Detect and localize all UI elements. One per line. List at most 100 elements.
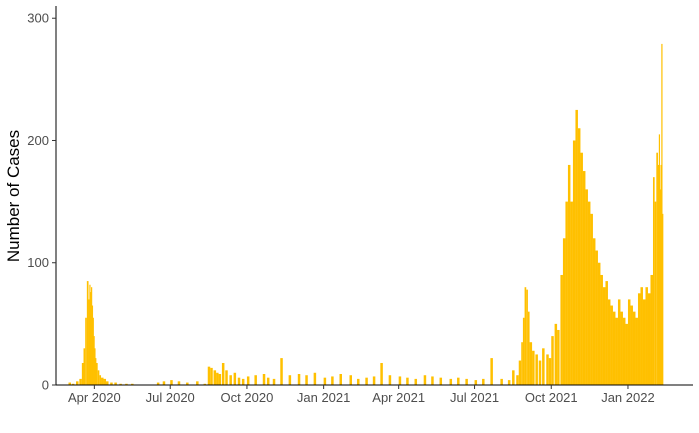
case-bar (218, 373, 222, 385)
y-tick-label: 200 (27, 133, 49, 148)
case-bar (575, 109, 578, 385)
y-tick-label: 100 (27, 255, 49, 270)
case-bar (585, 189, 588, 385)
case-bar (106, 381, 109, 385)
case-bar (380, 362, 383, 385)
case-bar (423, 375, 427, 385)
case-bar (620, 311, 623, 385)
case-bar (101, 377, 104, 385)
case-bar (76, 381, 79, 385)
case-bar (526, 289, 528, 385)
case-bar (313, 372, 317, 385)
case-bar (297, 373, 301, 385)
case-bar (162, 381, 166, 385)
case-bar (548, 358, 552, 385)
case-bar (560, 274, 563, 385)
case-bar (610, 305, 613, 385)
case-bar (288, 375, 292, 385)
case-bar (482, 378, 485, 385)
case-bar (186, 382, 189, 385)
case-bar (88, 299, 90, 385)
case-bar (512, 370, 515, 385)
case-bar (305, 375, 308, 385)
case-bar (229, 375, 232, 385)
case-bar (557, 329, 560, 385)
case-bar (95, 358, 97, 385)
case-bar (612, 311, 616, 385)
case-bar (602, 287, 606, 385)
case-bar (262, 373, 266, 385)
case-bar (221, 362, 225, 385)
case-bar (68, 382, 72, 385)
case-bar (225, 370, 228, 385)
case-bar (562, 238, 566, 385)
y-axis-ticks: 0 100 200 300 (27, 11, 56, 393)
case-bar (600, 274, 603, 385)
case-bar (90, 292, 92, 385)
case-bar (580, 152, 583, 385)
case-bar (280, 358, 283, 385)
case-bar (156, 382, 160, 385)
case-bar (323, 377, 327, 385)
case-bar (439, 377, 443, 385)
case-bar (632, 311, 636, 385)
x-axis-ticks: Apr 2020 Jul 2020 Oct 2020 Jan 2021 Apr 2021… (68, 385, 655, 405)
case-bar (474, 380, 478, 385)
case-bar (272, 378, 276, 385)
case-bar (554, 323, 558, 385)
x-tick-label: Jul 2021 (450, 390, 499, 405)
case-bar (527, 311, 530, 385)
case-bar (99, 375, 102, 385)
case-bar (170, 380, 173, 385)
case-bar (592, 238, 596, 385)
case-bar (213, 370, 217, 385)
case-bar (92, 317, 94, 385)
case-bar (650, 274, 653, 385)
case-bar (431, 376, 434, 385)
case-bar (567, 164, 571, 385)
case-bar (372, 376, 376, 385)
case-bar (630, 305, 633, 385)
case-bar (85, 317, 87, 385)
case-bar (572, 140, 576, 385)
case-bar (449, 378, 453, 385)
case-bar (94, 348, 96, 385)
case-bar (656, 152, 658, 385)
case-bar (590, 213, 593, 385)
case-bar (83, 348, 86, 385)
case-bar (406, 377, 409, 385)
case-bar (177, 381, 181, 385)
case-bar (617, 299, 621, 385)
case-bar (91, 305, 94, 385)
case-bar (93, 336, 95, 385)
x-tick-label: Jan 2022 (601, 390, 655, 405)
case-bar (103, 378, 107, 385)
case-bar (535, 354, 538, 385)
case-bar (637, 293, 641, 385)
case-bar (365, 377, 368, 385)
case-bar (605, 281, 608, 385)
case-bar (114, 382, 117, 385)
case-bar (521, 342, 523, 385)
case-bar (203, 383, 207, 385)
case-bar (266, 377, 270, 385)
case-bar (625, 323, 628, 385)
case-bar (597, 262, 601, 385)
case-bar (71, 383, 75, 385)
case-bar (635, 317, 638, 385)
case-bar (615, 317, 618, 385)
case-bar (356, 378, 360, 385)
x-tick-label: Oct 2020 (221, 390, 274, 405)
case-bar (349, 375, 352, 385)
case-bar (233, 372, 237, 385)
case-bar (657, 164, 660, 385)
case-bar (207, 366, 211, 385)
case-bar (86, 281, 89, 385)
x-tick-label: Apr 2020 (68, 390, 121, 405)
case-bar (516, 375, 519, 385)
case-bar (546, 354, 549, 385)
case-bar (465, 378, 468, 385)
case-bar (645, 287, 648, 385)
case-bar (89, 284, 91, 385)
